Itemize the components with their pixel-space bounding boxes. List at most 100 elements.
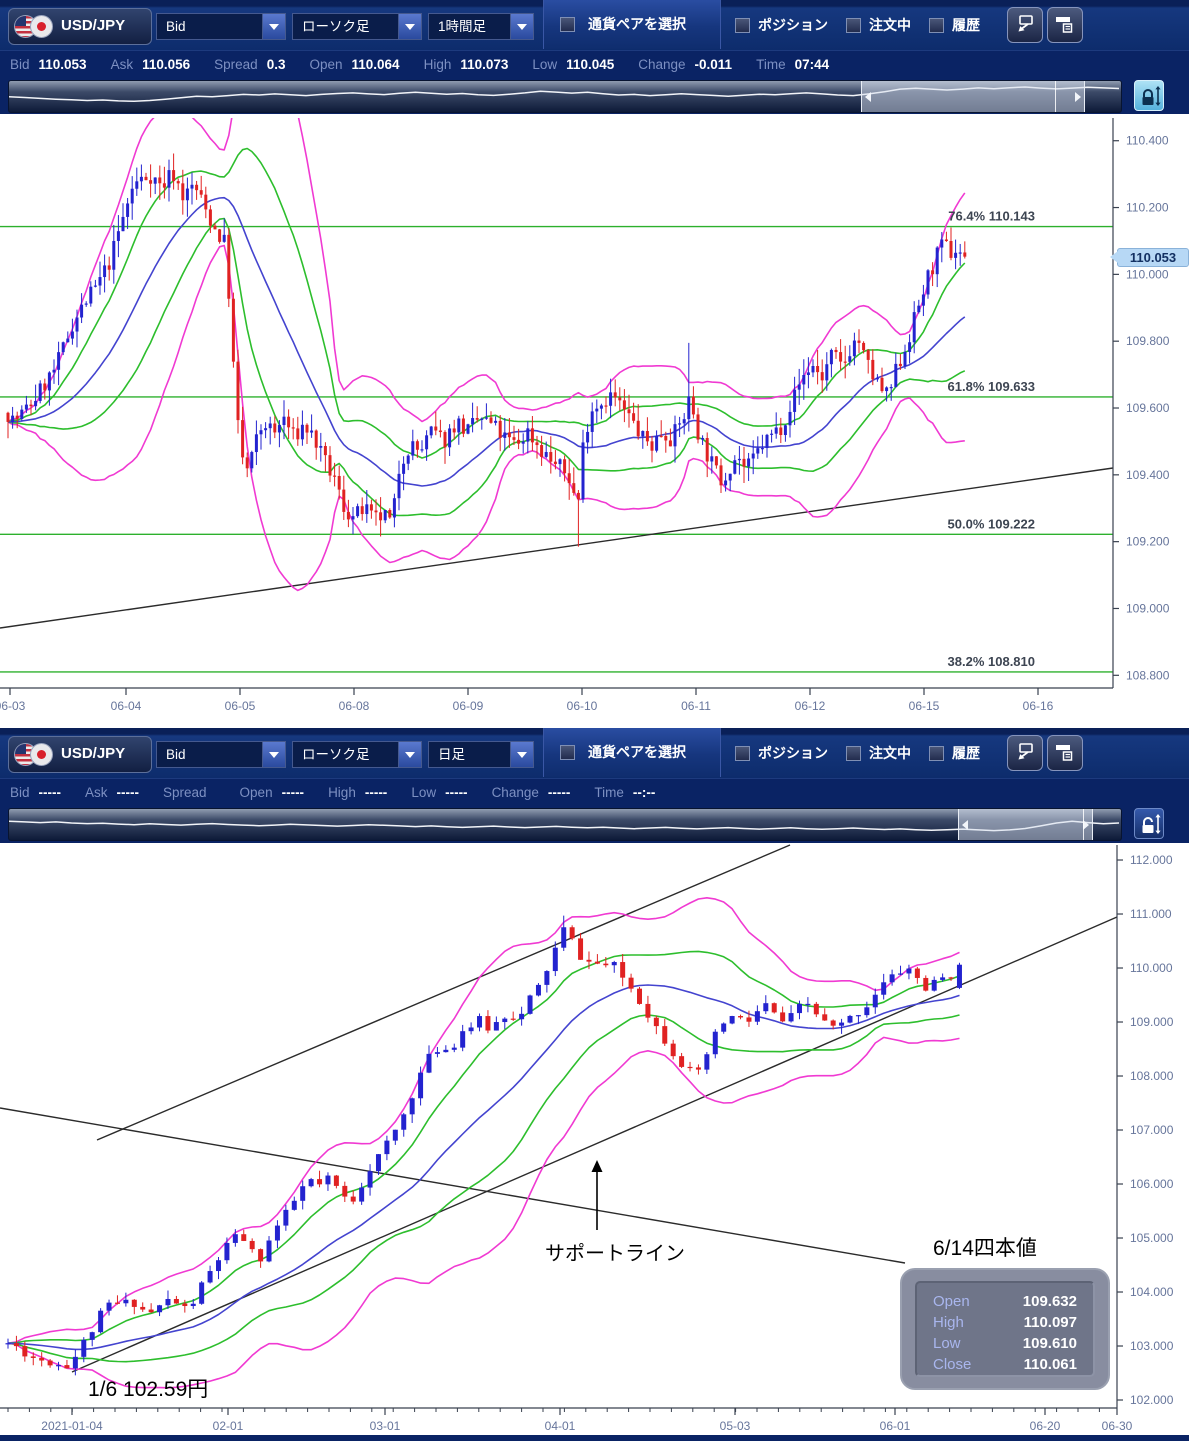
chevron-down-icon[interactable] [398,14,421,39]
checkbox[interactable] [846,745,861,761]
quote-label-ask: Ask [110,57,134,72]
toggle-0[interactable]: ポジション [735,15,828,35]
scroll-left-icon[interactable] [865,92,871,102]
display-toggle-group: ポジション 注文中 履歴 [735,728,998,778]
svg-text:06-11: 06-11 [681,699,711,713]
ohlc-value: 110.061 [1023,1356,1077,1373]
quote-value-time: 07:44 [794,57,830,72]
ohlc-value: 109.632 [1022,1293,1077,1310]
svg-text:06-12: 06-12 [795,699,826,713]
scroll-right-icon[interactable] [1083,820,1089,830]
svg-text:05-03: 05-03 [720,1419,751,1433]
quote-label-bid: Bid [10,785,30,800]
checkbox[interactable] [735,745,750,761]
ohlc-label: Open [933,1293,970,1310]
overview-navigator[interactable] [8,80,1122,113]
quote-label-spread: Spread [214,57,258,72]
quote-label-time: Time [756,57,786,72]
compare-chart-button[interactable] [1007,735,1043,771]
toggle-2[interactable]: 履歴 [929,743,980,763]
currency-pair-button[interactable]: USD/JPY [8,736,152,773]
checkbox-label: 注文中 [869,745,911,761]
svg-text:2021-01-04: 2021-01-04 [41,1419,103,1433]
svg-text:06-10: 06-10 [567,699,598,713]
checkbox[interactable] [929,17,944,33]
svg-text:107.000: 107.000 [1130,1123,1174,1137]
quote-label-low: Low [532,57,558,72]
svg-text:04-01: 04-01 [545,1419,576,1433]
checkbox[interactable] [735,17,750,33]
quote-value-low: 110.045 [566,57,615,72]
chart-type-dropdown[interactable]: ローソク足 [292,741,422,768]
scroll-right-icon[interactable] [1075,92,1081,102]
timeframe-dropdown[interactable]: 1時間足 [428,13,534,40]
bottom-strip [0,1435,1189,1441]
chevron-down-icon[interactable] [262,14,285,39]
quote-label-time: Time [594,785,624,800]
svg-text:06-04: 06-04 [111,699,142,713]
svg-text:102.000: 102.000 [1130,1393,1174,1407]
svg-text:109.000: 109.000 [1126,601,1170,615]
checkbox-label: ポジション [758,17,828,33]
select-pair-checkbox[interactable] [560,745,575,760]
toggle-0[interactable]: ポジション [735,743,828,763]
checkbox[interactable] [846,17,861,33]
svg-text:103.000: 103.000 [1130,1339,1174,1353]
price-scale-lock-button[interactable] [1134,80,1164,111]
compare-chart-button[interactable] [1007,7,1043,43]
checkbox-label: 注文中 [869,17,911,33]
select-pair-button[interactable]: 通貨ペアを選択 [543,0,721,49]
overview-navigator[interactable] [8,808,1122,841]
unlock-scale-icon [1142,814,1161,834]
price-side-value: Bid [166,19,186,34]
window-layout-button[interactable] [1047,7,1083,43]
svg-text:104.000: 104.000 [1130,1285,1174,1299]
toggle-1[interactable]: 注文中 [846,743,911,763]
lock-scale-icon [1142,86,1161,106]
chevron-down-icon[interactable] [510,742,533,767]
svg-text:109.000: 109.000 [1130,1015,1174,1029]
quote-value-open: 110.064 [351,57,400,72]
chevron-down-icon[interactable] [510,14,533,39]
toggle-1[interactable]: 注文中 [846,15,911,35]
checkbox-label: 履歴 [952,745,980,761]
currency-pair-button[interactable]: USD/JPY [8,8,152,45]
window-layout-icon [1056,745,1073,761]
chart-type-value: ローソク足 [302,747,370,762]
ohlc-label: Low [933,1335,961,1352]
window-layout-button[interactable] [1047,735,1083,771]
chevron-down-icon[interactable] [262,742,285,767]
quote-label-low: Low [411,785,437,800]
svg-text:06-20: 06-20 [1030,1419,1061,1433]
svg-text:109.800: 109.800 [1126,334,1170,348]
quote-label-high: High [328,785,356,800]
quote-value-high: 110.073 [460,57,509,72]
quote-bar: Bid ----- Ask ----- Spread Open ----- High -----… [0,778,1189,806]
svg-text:110.200: 110.200 [1126,201,1169,215]
quote-value-ask: ----- [116,785,139,800]
select-pair-button[interactable]: 通貨ペアを選択 [543,728,721,777]
navigator-window[interactable] [861,81,1085,112]
price-scale-button[interactable] [1134,808,1164,839]
quote-value-open: ----- [281,785,305,800]
price-side-dropdown[interactable]: Bid [156,13,286,40]
quote-label-open: Open [309,57,343,72]
chart-type-dropdown[interactable]: ローソク足 [292,13,422,40]
scroll-left-icon[interactable] [962,820,968,830]
quote-label-ask: Ask [85,785,108,800]
overview-sparkline [9,820,1120,832]
display-toggle-group: ポジション 注文中 履歴 [735,0,998,50]
timeframe-value: 日足 [438,747,465,762]
checkbox[interactable] [929,745,944,761]
price-side-dropdown[interactable]: Bid [156,741,286,768]
chart-module-daily: USD/JPY Bid ローソク足 日足 通貨ペアを選択 ポジション 注文中 履歴 [0,728,1189,1441]
timeframe-dropdown[interactable]: 日足 [428,741,534,768]
svg-text:06-08: 06-08 [339,699,370,713]
chevron-down-icon[interactable] [398,742,421,767]
navigator-window[interactable] [958,809,1093,840]
chart-module-hourly: USD/JPY Bid ローソク足 1時間足 通貨ペアを選択 ポジション 注文中 履… [0,0,1189,713]
select-pair-checkbox[interactable] [560,17,575,32]
quote-value-change: ----- [547,785,571,800]
toggle-2[interactable]: 履歴 [929,15,980,35]
